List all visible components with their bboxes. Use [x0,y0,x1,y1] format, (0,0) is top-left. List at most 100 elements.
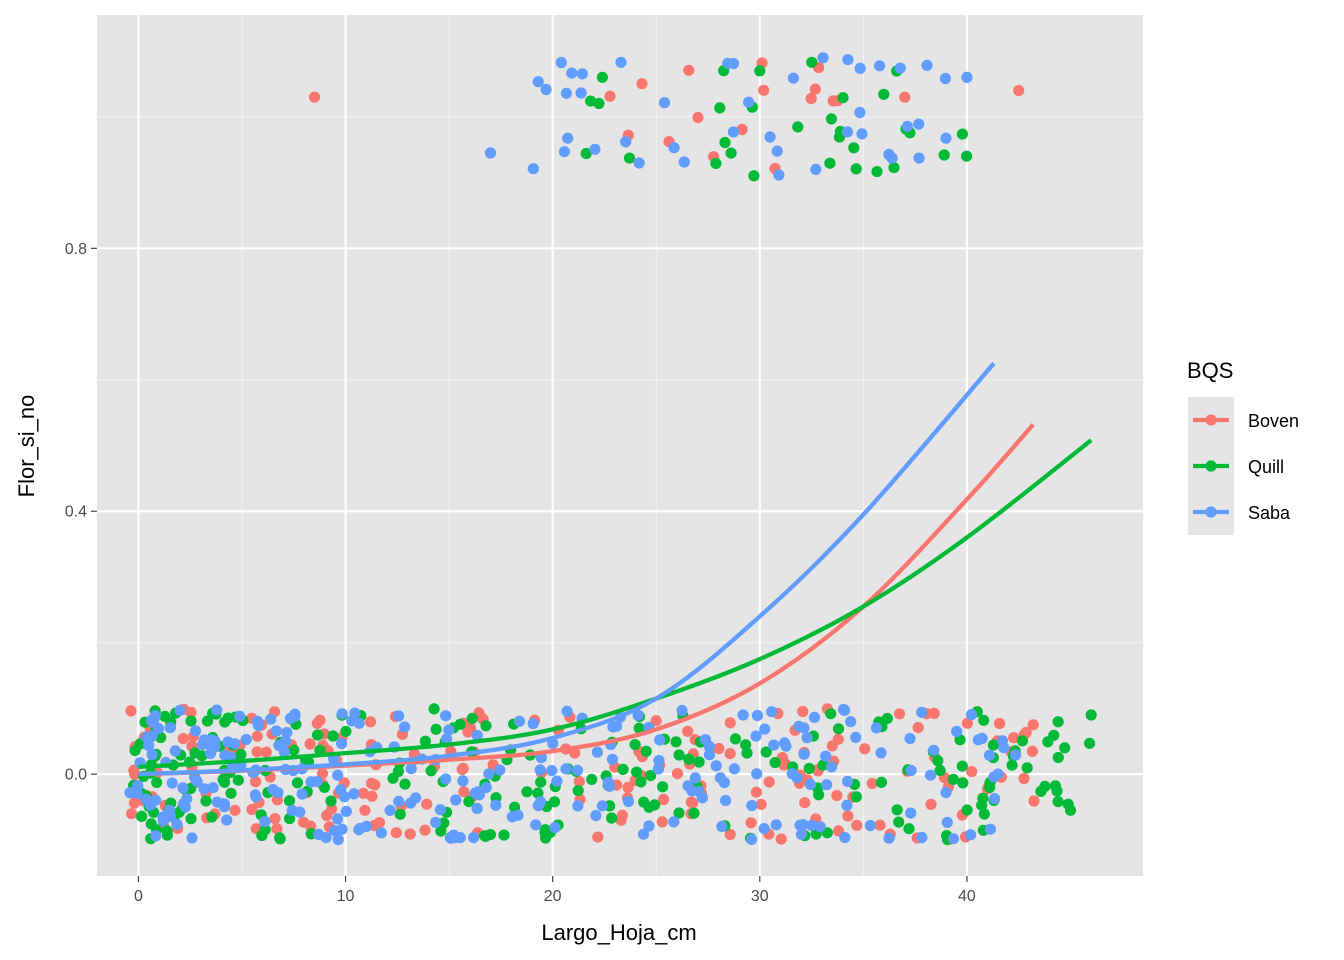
data-point-saba [198,783,210,795]
data-point-saba [265,713,277,725]
data-point-saba [566,67,578,79]
data-point-quill [683,753,695,765]
data-point-quill [454,718,466,730]
data-point-boven [899,91,911,103]
data-point-boven [126,808,138,820]
data-point-saba [992,768,1004,780]
data-point-boven [656,816,668,828]
data-point-saba [728,763,741,775]
data-point-quill [219,776,231,788]
data-point-saba [743,96,755,108]
data-point-quill [638,796,650,808]
data-point-quill [136,810,148,823]
data-point-saba [875,747,887,759]
data-point-quill [903,823,915,835]
data-point-boven [842,810,854,822]
data-point-saba [561,705,573,717]
data-point-saba [940,132,952,144]
data-point-saba [984,823,997,835]
data-point-saba [164,810,176,822]
data-point-quill [498,829,510,841]
data-point-saba [480,782,492,794]
data-point-quill [617,763,629,776]
data-point-saba [854,106,866,119]
data-point-boven [961,717,974,729]
data-point-quill [956,128,969,140]
data-point-boven [321,809,333,822]
data-point-saba [842,775,854,788]
data-point-quill [185,813,197,825]
data-point-saba [905,807,917,819]
data-point-boven [874,819,886,831]
data-point-quill [1042,736,1054,748]
legend-label-saba: Saba [1248,503,1291,523]
data-point-saba [905,764,917,777]
data-point-saba [393,710,405,722]
data-point-quill [631,766,643,778]
data-point-saba [336,708,348,720]
data-point-saba [348,788,360,800]
data-point-boven [724,717,736,729]
y-tick-label: 0.0 [65,767,87,784]
data-point-saba [826,761,838,773]
data-point-saba [703,749,716,761]
data-point-saba [222,736,234,748]
data-point-quill [225,787,237,799]
data-point-boven [713,742,725,755]
data-point-boven [364,716,377,728]
data-point-saba [965,709,978,721]
data-point-saba [249,789,261,801]
data-point-saba [280,735,292,747]
data-point-saba [177,782,189,794]
data-point-quill [425,765,437,777]
data-point-boven [809,83,821,95]
data-point-boven [799,797,811,809]
data-point-saba [714,772,727,784]
data-point-quill [875,776,888,789]
x-tick-label: 10 [337,888,355,905]
data-point-boven [128,797,140,809]
data-point-quill [754,65,766,77]
data-point-quill [145,818,157,830]
data-point-saba [145,714,157,727]
data-point-saba [727,126,740,138]
fit-curve-quill [138,438,1093,770]
data-point-saba [457,775,469,787]
data-point-saba [814,821,826,833]
data-point-boven [755,798,767,811]
data-point-quill [803,762,815,775]
data-point-saba [870,722,883,734]
data-point-boven [457,762,469,775]
data-point-boven [671,768,684,780]
data-point-quill [748,170,760,182]
data-point-quill [719,136,731,149]
data-point-boven [297,816,310,828]
data-point-quill [837,92,849,104]
data-point-quill [693,756,705,768]
data-point-saba [798,722,810,734]
data-point-saba [305,776,317,788]
data-point-quill [1049,780,1061,792]
data-point-quill [649,799,661,811]
data-point-saba [797,819,809,831]
data-point-quill [399,778,411,790]
data-point-saba [207,782,219,794]
data-point-saba [607,721,619,733]
data-point-saba [750,730,762,742]
data-point-saba [204,747,217,760]
data-point-saba [758,823,770,835]
data-point-saba [658,97,671,109]
data-point-quill [961,150,973,162]
data-point-saba [727,58,740,70]
data-point-quill [947,773,959,785]
data-point-saba [483,768,495,780]
data-point-saba [787,72,800,84]
legend-key-point [1205,460,1217,472]
data-point-saba [534,764,546,776]
data-point-saba [737,709,749,721]
data-point-saba [746,833,758,846]
data-point-saba [399,721,411,733]
data-point-quill [714,102,726,114]
data-point-boven [269,813,281,825]
data-point-saba [206,734,218,746]
